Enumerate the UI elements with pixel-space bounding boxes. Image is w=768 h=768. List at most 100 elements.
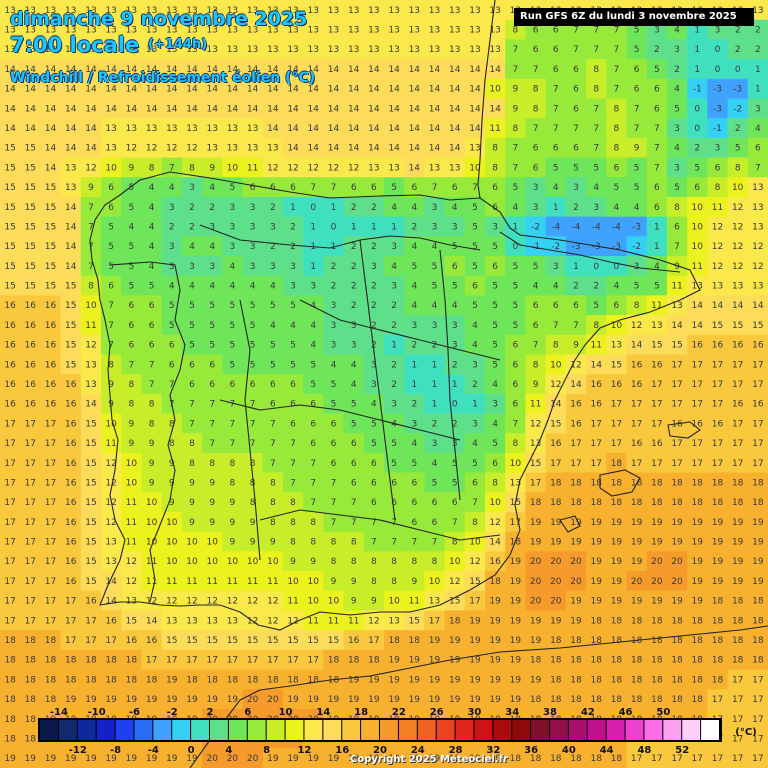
grid-value: 12 bbox=[267, 616, 278, 626]
grid-value: 13 bbox=[732, 282, 743, 292]
grid-value: 17 bbox=[732, 675, 743, 685]
grid-value: 3 bbox=[270, 262, 276, 272]
field-cell bbox=[343, 59, 365, 80]
grid-value: 2 bbox=[351, 282, 357, 292]
grid-value: 17 bbox=[712, 439, 723, 449]
grid-value: 19 bbox=[510, 577, 522, 587]
field-cell bbox=[404, 0, 426, 21]
grid-value: 18 bbox=[732, 498, 744, 508]
grid-value: 18 bbox=[752, 478, 764, 488]
grid-value: 19 bbox=[489, 636, 501, 646]
grid-value: 4 bbox=[290, 321, 296, 331]
grid-value: 13 bbox=[752, 282, 763, 292]
grid-value: 18 bbox=[712, 478, 724, 488]
grid-value: 17 bbox=[651, 459, 662, 469]
grid-value: 4 bbox=[432, 301, 438, 311]
field-cell bbox=[687, 59, 708, 80]
legend-swatch bbox=[323, 720, 342, 740]
grid-value: 5 bbox=[573, 163, 579, 173]
grid-value: 3 bbox=[492, 400, 498, 410]
grid-value: 13 bbox=[388, 26, 399, 36]
grid-value: 6 bbox=[614, 163, 620, 173]
grid-value: -2 bbox=[733, 104, 742, 114]
forecast-time: 7:00 locale bbox=[10, 33, 140, 57]
grid-value: 14 bbox=[45, 104, 57, 114]
grid-value: 3 bbox=[250, 203, 256, 213]
legend-label-upper: 14 bbox=[316, 707, 330, 718]
grid-value: 15 bbox=[166, 636, 177, 646]
grid-value: 19 bbox=[570, 616, 582, 626]
grid-value: 18 bbox=[45, 656, 57, 666]
grid-value: 19 bbox=[489, 656, 501, 666]
grid-value: 8 bbox=[492, 478, 498, 488]
legend-label-upper: 46 bbox=[619, 707, 633, 718]
grid-value: 18 bbox=[671, 695, 683, 705]
grid-value: 16 bbox=[25, 380, 37, 390]
grid-value: 10 bbox=[692, 222, 704, 232]
field-cell bbox=[363, 0, 385, 21]
field-cell bbox=[444, 19, 466, 40]
legend-label-lower: 40 bbox=[562, 745, 576, 756]
grid-value: 13 bbox=[206, 616, 217, 626]
grid-value: 6 bbox=[189, 360, 195, 370]
grid-value: 6 bbox=[209, 380, 215, 390]
grid-value: 18 bbox=[611, 695, 623, 705]
grid-value: 18 bbox=[570, 695, 582, 705]
field-cell bbox=[323, 59, 345, 80]
grid-value: 3 bbox=[189, 183, 195, 193]
grid-value: 16 bbox=[4, 380, 16, 390]
grid-value: 1 bbox=[755, 65, 761, 75]
grid-value: 8 bbox=[189, 163, 195, 173]
grid-value: 9 bbox=[129, 419, 135, 429]
grid-value: 20 bbox=[550, 557, 562, 567]
grid-value: 19 bbox=[732, 518, 744, 528]
grid-value: 7 bbox=[230, 400, 236, 410]
grid-value: 18 bbox=[692, 636, 704, 646]
grid-value: 8 bbox=[432, 557, 438, 567]
grid-value: 3 bbox=[351, 341, 357, 351]
grid-value: 9 bbox=[209, 498, 215, 508]
grid-value: 6 bbox=[310, 419, 316, 429]
grid-value: 3 bbox=[310, 282, 316, 292]
grid-value: 8 bbox=[270, 498, 276, 508]
grid-value: 7 bbox=[411, 538, 417, 548]
grid-value: 15 bbox=[530, 459, 541, 469]
grid-value: 8 bbox=[270, 518, 276, 528]
grid-value: 8 bbox=[715, 183, 721, 193]
grid-value: 12 bbox=[308, 163, 319, 173]
grid-value: 7 bbox=[614, 85, 620, 95]
grid-value: 1 bbox=[432, 380, 438, 390]
grid-value: 13 bbox=[308, 6, 319, 16]
grid-value: 5 bbox=[411, 262, 417, 272]
field-cell bbox=[525, 98, 547, 119]
grid-value: 11 bbox=[247, 577, 258, 587]
grid-value: 15 bbox=[25, 282, 36, 292]
grid-value: 17 bbox=[45, 439, 56, 449]
legend-swatch bbox=[153, 720, 172, 740]
field-cell bbox=[242, 19, 264, 40]
grid-value: 14 bbox=[348, 85, 360, 95]
grid-value: 12 bbox=[752, 262, 763, 272]
grid-value: 6 bbox=[513, 380, 519, 390]
grid-value: 4 bbox=[411, 203, 417, 213]
legend-swatch bbox=[455, 720, 474, 740]
field-cell bbox=[121, 98, 143, 119]
grid-value: 19 bbox=[388, 695, 400, 705]
grid-value: 19 bbox=[85, 754, 97, 764]
grid-value: 1 bbox=[411, 360, 417, 370]
legend-label-upper: -2 bbox=[167, 707, 178, 718]
grid-value: 7 bbox=[472, 183, 478, 193]
grid-value: 3 bbox=[371, 380, 377, 390]
grid-value: 4 bbox=[614, 203, 620, 213]
grid-value: 13 bbox=[449, 6, 460, 16]
grid-value: 5 bbox=[513, 321, 519, 331]
grid-value: 10 bbox=[489, 498, 501, 508]
grid-value: 0 bbox=[735, 65, 741, 75]
grid-value: 9 bbox=[189, 498, 195, 508]
grid-value: 19 bbox=[449, 656, 461, 666]
grid-value: 11 bbox=[671, 282, 682, 292]
grid-value: 17 bbox=[611, 419, 622, 429]
grid-value: 17 bbox=[25, 478, 36, 488]
grid-value: 13 bbox=[449, 26, 460, 36]
grid-value: 17 bbox=[4, 557, 15, 567]
